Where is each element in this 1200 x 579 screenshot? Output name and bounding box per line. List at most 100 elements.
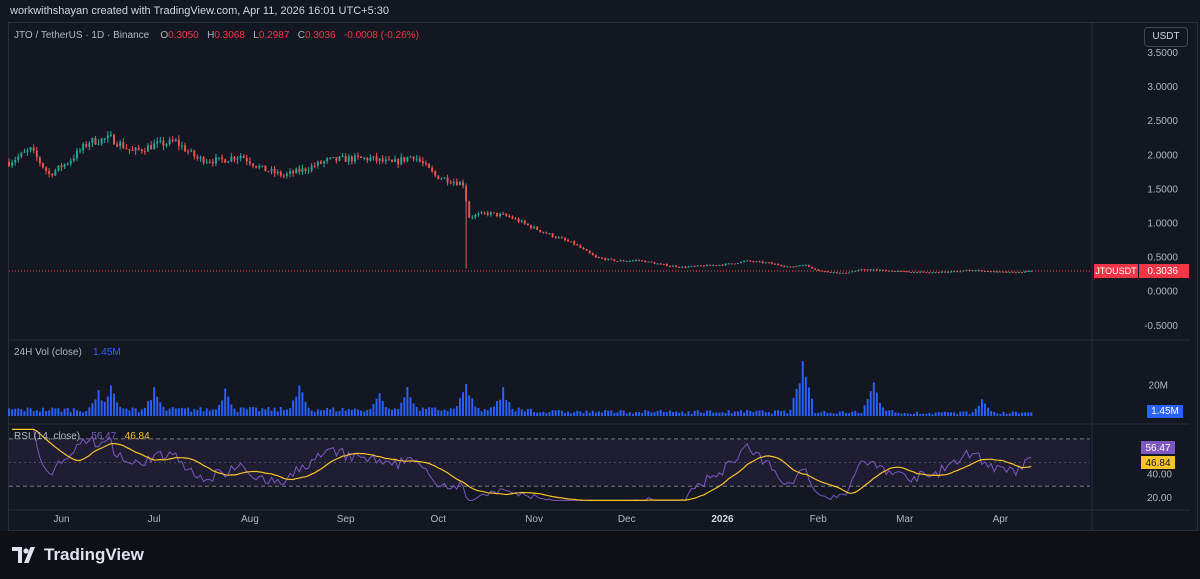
candle-body — [845, 272, 847, 274]
time-tick-label: Sep — [337, 514, 355, 525]
brand-name: TradingView — [44, 545, 144, 564]
volume-bar — [79, 411, 81, 416]
candle-body — [841, 272, 844, 274]
candle-body — [733, 263, 736, 265]
volume-bar — [780, 411, 783, 416]
high-label: H — [207, 30, 215, 41]
candle-body — [823, 271, 826, 273]
candle-body — [573, 241, 576, 245]
candle-body — [23, 151, 26, 153]
candle-body — [736, 263, 739, 265]
volume-bar — [147, 401, 149, 416]
candle-body — [384, 159, 387, 162]
candle-body — [171, 139, 174, 142]
volume-bar — [761, 410, 764, 416]
rsi-legend: RSI (14, close) 56.47 46.84 — [14, 431, 150, 442]
candle-body — [891, 270, 894, 272]
candle-body — [712, 265, 715, 267]
candle-body — [943, 271, 946, 273]
volume-bar — [672, 412, 675, 416]
volume-bar — [879, 402, 881, 416]
candle-body — [724, 263, 727, 266]
volume-bar — [875, 392, 878, 416]
volume-bar — [168, 408, 171, 416]
candle-body — [511, 216, 514, 219]
candle-body — [97, 143, 100, 145]
volume-bar — [474, 406, 477, 416]
rsi-tick-label: 20.00 — [1147, 493, 1172, 504]
candle-body — [168, 139, 171, 144]
candle-body — [940, 271, 943, 273]
candle-body — [761, 261, 764, 263]
candle-body — [286, 173, 288, 176]
candle-body — [672, 265, 675, 267]
volume-bar — [378, 393, 381, 416]
candle-body — [699, 265, 702, 267]
tradingview-brand[interactable]: TradingView — [12, 545, 144, 565]
candle-body — [795, 265, 798, 267]
candle-body — [619, 260, 622, 262]
volume-current-tag-text: 1.45M — [1151, 406, 1179, 417]
volume-bar — [298, 385, 301, 416]
volume-bar — [196, 410, 199, 416]
volume-bar — [1005, 413, 1008, 416]
volume-bar — [554, 410, 557, 416]
candle-body — [953, 271, 956, 273]
currency-button[interactable]: USDT — [1144, 27, 1188, 47]
volume-bar — [116, 402, 119, 416]
candle-body — [758, 261, 761, 263]
volume-bar — [959, 411, 962, 416]
candle-body — [140, 149, 143, 152]
volume-bar — [891, 410, 894, 416]
volume-bar — [224, 388, 227, 416]
candle-body — [533, 226, 536, 229]
candle-body — [245, 158, 248, 162]
candle-body — [1008, 271, 1011, 273]
volume-bar — [418, 410, 421, 416]
candle-body — [403, 157, 406, 162]
volume-bar — [690, 413, 693, 416]
candle-body — [709, 264, 712, 266]
chart-canvas[interactable]: -0.5000 0.0000 0.5000 1.0000 1.5000 2.0000 2.5… — [0, 0, 1200, 531]
candle-body — [289, 171, 292, 174]
volume-bar — [906, 413, 909, 416]
candle-body — [378, 158, 381, 161]
candle-body — [715, 265, 718, 267]
volume-bar — [1018, 413, 1020, 416]
volume-bar — [341, 407, 344, 416]
candle-body — [597, 257, 600, 259]
volume-bar — [455, 406, 458, 416]
candle-body — [125, 148, 128, 150]
volume-bar — [14, 408, 17, 416]
volume-bar — [261, 408, 264, 416]
candle-body — [990, 271, 993, 273]
candle-body — [122, 142, 125, 149]
volume-bar — [486, 410, 489, 416]
volume-bar — [100, 400, 103, 416]
candle-body — [693, 266, 696, 268]
volume-bar — [582, 413, 585, 416]
volume-bar — [860, 412, 863, 416]
rsi-ma-tag — [1141, 456, 1175, 469]
volume-bar — [208, 410, 211, 416]
volume-bar — [795, 388, 798, 416]
candle-body — [233, 156, 236, 160]
volume-bar — [591, 410, 594, 416]
candle-body — [570, 241, 573, 243]
candle-body — [551, 233, 554, 237]
volume-bar — [301, 392, 304, 416]
rsi-value: 56.47 — [91, 431, 117, 442]
candle-body — [187, 151, 190, 153]
volume-bar — [579, 411, 582, 416]
volume-bar — [480, 411, 483, 416]
volume-bar — [75, 410, 78, 416]
volume-bar — [786, 413, 789, 416]
candle-body — [341, 155, 344, 157]
volume-bar — [950, 412, 952, 416]
candle-body — [536, 226, 539, 230]
candle-body — [530, 225, 532, 229]
volume-bar — [8, 408, 10, 416]
volume-bar — [789, 409, 792, 416]
candle-body — [882, 269, 885, 271]
candle-body — [817, 269, 820, 271]
